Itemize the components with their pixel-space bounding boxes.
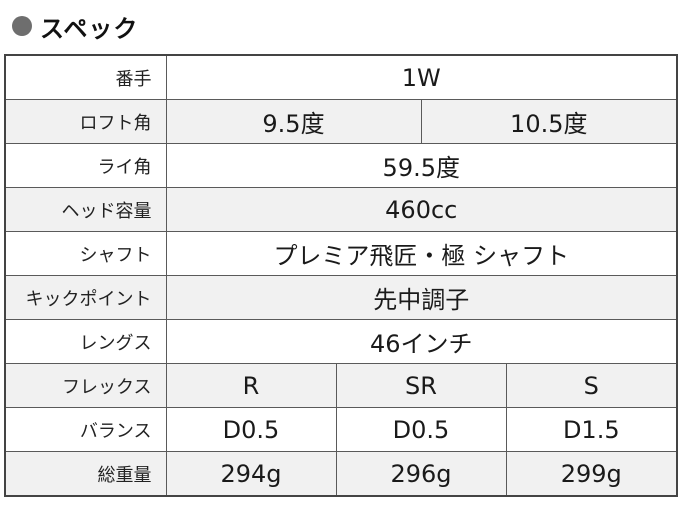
table-row-loft: ロフト角 9.5度 10.5度 [4,99,678,144]
flex-value-3: S [505,363,678,408]
balance-value-2: D0.5 [335,407,507,452]
section-heading: スペック [12,8,138,44]
lie-value: 59.5度 [165,143,678,188]
spec-table: 番手 1W ロフト角 9.5度 10.5度 ライ角 59.5度 ヘッド容量 46… [4,54,679,497]
total-weight-value-3: 299g [505,451,678,497]
row-label: ライ角 [4,143,167,188]
table-row-flex: フレックス R SR S [4,363,678,408]
balance-value-3: D1.5 [505,407,678,452]
flex-value-1: R [165,363,337,408]
table-row-balance: バランス D0.5 D0.5 D1.5 [4,407,678,452]
bullet-dot-icon [12,16,32,36]
row-label: バランス [4,407,167,452]
length-value: 46インチ [165,319,678,364]
table-row-head-volume: ヘッド容量 460cc [4,187,678,232]
row-label: レングス [4,319,167,364]
flex-value-2: SR [335,363,507,408]
balance-value-1: D0.5 [165,407,337,452]
table-row-kick-point: キックポイント 先中調子 [4,275,678,320]
shaft-value: プレミア飛匠・極 シャフト [165,231,678,276]
row-label: 番手 [4,54,167,100]
loft-value-1: 9.5度 [165,99,422,144]
table-row-length: レングス 46インチ [4,319,678,364]
heading-title: スペック [40,14,139,43]
total-weight-value-1: 294g [165,451,337,497]
row-label: 総重量 [4,451,167,497]
club-value: 1W [165,54,678,100]
kick-point-value: 先中調子 [165,275,678,320]
row-label: シャフト [4,231,167,276]
head-volume-value: 460cc [165,187,678,232]
row-label: ヘッド容量 [4,187,167,232]
table-row-lie: ライ角 59.5度 [4,143,678,188]
table-row-shaft: シャフト プレミア飛匠・極 シャフト [4,231,678,276]
loft-value-2: 10.5度 [420,99,678,144]
row-label: キックポイント [4,275,167,320]
table-row-total-weight: 総重量 294g 296g 299g [4,451,678,497]
total-weight-value-2: 296g [335,451,507,497]
row-label: ロフト角 [4,99,167,144]
row-label: フレックス [4,363,167,408]
table-row-club: 番手 1W [4,54,678,100]
